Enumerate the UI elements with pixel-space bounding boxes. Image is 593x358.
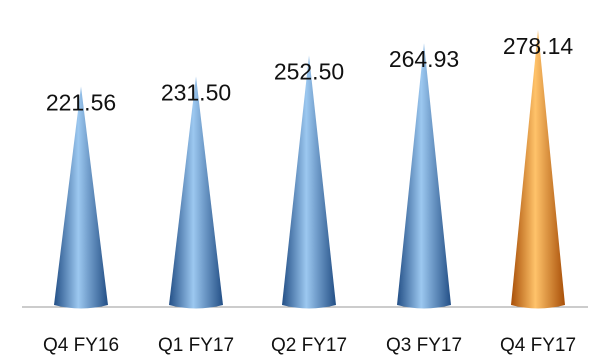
cone-bar-q4-fy16 [54,86,108,309]
cone-bar-q3-fy17 [397,43,451,309]
x-tick-label: Q3 FY17 [386,335,462,356]
data-label: 278.14 [503,33,574,59]
data-label: 252.50 [274,59,344,85]
data-label: 231.50 [161,79,231,105]
data-label: 221.56 [46,89,116,115]
cone-bar-q2-fy17 [282,55,336,309]
x-tick-label: Q4 FY16 [43,335,119,356]
cone-bar-q4-fy17 [511,30,565,309]
x-tick-label: Q4 FY17 [500,335,576,356]
cone-bar-q1-fy17 [169,76,223,309]
x-tick-label: Q2 FY17 [271,335,347,356]
data-label: 264.93 [389,46,459,72]
plot-area: 221.56 Q4 FY16 231.50 Q1 FY17 252.50 Q2 FY17 2… [43,30,576,356]
x-tick-label: Q1 FY17 [158,335,234,356]
